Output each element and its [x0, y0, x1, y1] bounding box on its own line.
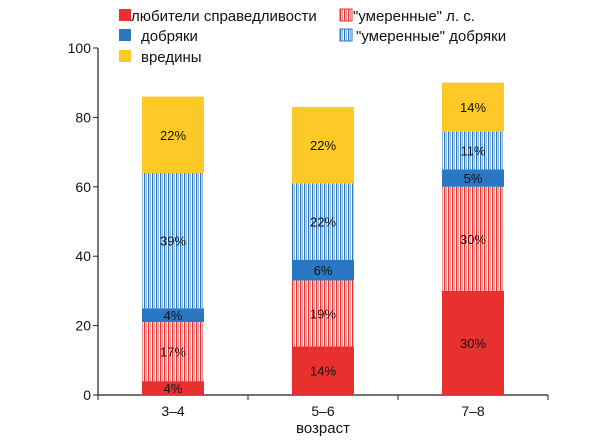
data-label: 17% — [160, 345, 186, 360]
bar-segment — [142, 96, 204, 173]
legend-label: вредины — [141, 49, 202, 66]
bar-group-7–8: 30% 30% 5% 11% 14% 7–8 — [442, 82, 504, 419]
legend-item: "умеренные" л. с. — [339, 8, 475, 25]
x-axis-label: возраст — [296, 420, 350, 437]
bar-segment — [142, 308, 204, 323]
bar-segment — [292, 106, 354, 184]
legend-item: любители справедливости — [119, 8, 317, 25]
legend-swatch — [339, 28, 353, 42]
legend-swatch — [119, 9, 131, 21]
bar-segment — [142, 381, 204, 395]
bar-segment — [442, 169, 504, 187]
data-label: 39% — [160, 234, 186, 249]
data-label: 22% — [310, 215, 336, 230]
bar-segment — [442, 290, 504, 395]
bar-segment — [292, 183, 354, 260]
legend-label: "умеренные" л. с. — [353, 8, 475, 25]
y-tick-label: 100 — [68, 40, 92, 56]
data-label: 11% — [460, 143, 485, 158]
bar-group-5–6: 14% 19% 6% 22% 22% 5–6 — [292, 106, 354, 419]
legend-item: добряки — [119, 28, 198, 45]
legend-swatch — [119, 29, 131, 41]
y-tick-label: 60 — [75, 179, 91, 195]
data-label: 6% — [314, 263, 333, 278]
bar-segment — [442, 186, 504, 291]
legend-swatch — [119, 50, 131, 62]
data-label: 4% — [164, 381, 183, 396]
legend: любители справедливости добряки вредины "ум… — [119, 8, 506, 66]
y-tick-label: 80 — [75, 109, 91, 125]
data-label: 14% — [310, 364, 336, 379]
bar-group-3–4: 4% 17% 4% 39% 22% 3–4 — [142, 96, 204, 419]
legend-item: вредины — [119, 49, 202, 66]
y-tick-label: 0 — [83, 387, 91, 403]
x-tick-label: 3–4 — [161, 403, 185, 419]
bars: 4% 17% 4% 39% 22% 3–4 14% 19% 6% 22% 22% 5–6 30% 30% 5… — [142, 82, 504, 419]
data-label: 19% — [310, 306, 336, 321]
legend-item: "умеренные" добряки — [339, 28, 506, 45]
data-label: 30% — [460, 232, 486, 247]
data-label: 4% — [164, 308, 183, 323]
y-tick-label: 40 — [75, 248, 91, 264]
bar-segment — [142, 172, 204, 309]
bar-segment — [292, 346, 354, 395]
data-label: 22% — [310, 138, 336, 153]
data-label: 22% — [160, 128, 186, 143]
data-label: 14% — [460, 100, 486, 115]
y-tick-label: 20 — [75, 318, 91, 334]
x-tick-label: 5–6 — [311, 403, 335, 419]
bar-segment — [292, 259, 354, 281]
bar-segment — [292, 280, 354, 347]
bar-segment — [442, 82, 504, 132]
bar-segment — [442, 131, 504, 170]
data-label: 30% — [460, 336, 486, 351]
legend-label: "умеренные" добряки — [356, 28, 506, 45]
legend-label: добряки — [141, 28, 198, 45]
legend-label: любители справедливости — [131, 8, 317, 25]
legend-swatch — [339, 8, 353, 22]
data-label: 5% — [464, 171, 483, 186]
x-tick-label: 7–8 — [461, 403, 485, 419]
bar-segment — [142, 322, 204, 382]
